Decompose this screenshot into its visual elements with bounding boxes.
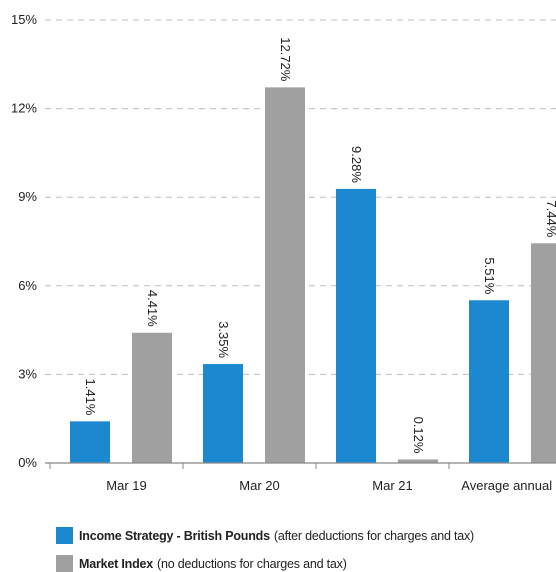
bar xyxy=(469,300,509,463)
bar xyxy=(203,364,243,463)
data-label: 7.44% xyxy=(544,200,556,237)
bar xyxy=(132,332,172,463)
bar xyxy=(336,188,376,463)
y-tick-label: 6% xyxy=(18,278,37,293)
legend-item-market-index: Market Index (no deductions for charges … xyxy=(56,555,347,572)
legend-item-income-strategy: Income Strategy - British Pounds (after … xyxy=(56,527,474,544)
data-label: 5.51% xyxy=(482,257,497,294)
x-tick-label: Mar 19 xyxy=(106,478,146,493)
y-tick-label: 15% xyxy=(11,12,37,27)
legend-swatch-blue xyxy=(56,527,73,544)
x-tick-label: Average annual return xyxy=(461,478,556,493)
x-tick-label: Mar 20 xyxy=(239,478,279,493)
data-label: 4.41% xyxy=(145,290,160,327)
y-tick-label: 0% xyxy=(18,455,37,470)
y-tick-label: 3% xyxy=(18,366,37,381)
bar xyxy=(398,459,438,463)
data-label: 9.28% xyxy=(349,146,364,183)
data-label: 0.12% xyxy=(411,417,426,454)
legend-swatch-grey xyxy=(56,555,73,572)
bar-chart: 1.41% 4.41% 3.35% 12.72% 9.28% 0.12% 5.51% 7.44… xyxy=(11,12,556,493)
legend-series-note: (no deductions for charges and tax) xyxy=(157,556,347,571)
bar xyxy=(70,421,110,463)
data-label: 1.41% xyxy=(83,378,98,415)
bar xyxy=(531,243,556,463)
legend-series-note: (after deductions for charges and tax) xyxy=(273,528,475,543)
y-tick-label: 12% xyxy=(11,101,37,116)
bars-layer: 1.41% 4.41% 3.35% 12.72% 9.28% 0.12% 5.51% 7.44… xyxy=(70,37,556,463)
data-label: 3.35% xyxy=(216,321,231,358)
legend-series-name: Income Strategy - British Pounds xyxy=(79,528,270,543)
y-tick-label: 9% xyxy=(18,189,37,204)
data-label: 12.72% xyxy=(278,37,293,82)
x-axis: 0% 3% 6% 9% 12% 15% Mar 19 Mar 20 Mar 21 Average … xyxy=(11,12,556,493)
legend-series-name: Market Index xyxy=(79,556,154,571)
bar xyxy=(265,87,305,463)
x-tick-label: Mar 21 xyxy=(372,478,412,493)
